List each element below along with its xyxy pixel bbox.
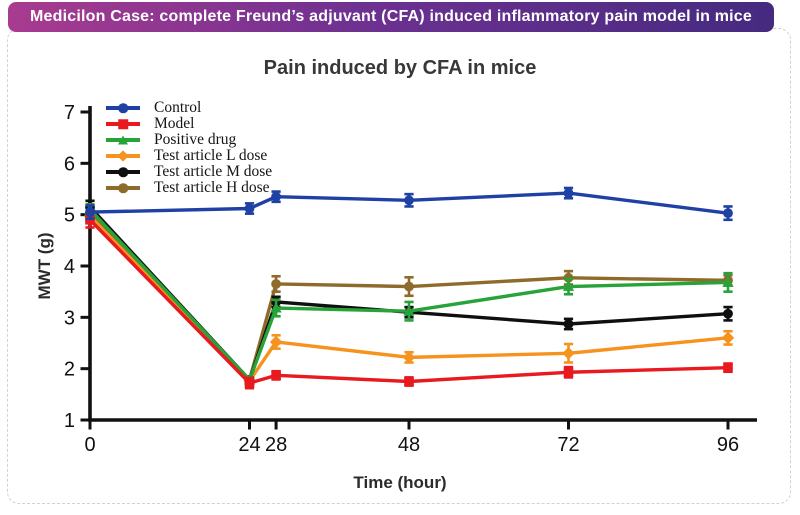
y-tick-label: 5 (64, 205, 75, 227)
circle-marker-icon (118, 167, 128, 177)
y-tick-label: 7 (64, 102, 75, 124)
series-test-article-l-dose (83, 209, 735, 388)
circle-marker-icon (118, 183, 128, 193)
square-marker-icon (118, 119, 128, 129)
legend-item-test-article-h-dose: Test article H dose (106, 180, 272, 196)
x-tick-label: 28 (265, 434, 287, 456)
series-line (89, 191, 729, 215)
legend-label: Test article M dose (154, 163, 273, 180)
data-point-square (271, 370, 281, 381)
legend-label: Control (154, 99, 202, 116)
chart-legend: Control Model Positive drug Test article L … (106, 100, 272, 196)
legend-item-model: Model (106, 116, 272, 132)
data-point-diamond (269, 335, 283, 349)
y-tick-label: 4 (64, 256, 75, 278)
legend-item-control: Control (106, 100, 272, 116)
legend-swatch (106, 100, 140, 116)
data-point-diamond (562, 347, 575, 360)
data-point-circle (404, 281, 414, 292)
y-tick-label: 2 (64, 359, 75, 381)
header-banner-text: Medicilon Case: complete Freund’s adjuva… (29, 8, 752, 25)
data-point-square (563, 367, 574, 378)
data-point-circle (723, 208, 733, 219)
data-point-triangle (722, 276, 734, 287)
data-point-triangle (562, 280, 575, 291)
triangle-marker-icon (118, 135, 128, 145)
x-tick-label: 72 (557, 434, 579, 456)
header-banner: Medicilon Case: complete Freund’s adjuva… (8, 2, 774, 32)
legend-swatch (106, 132, 140, 148)
y-tick-label: 6 (64, 153, 75, 175)
series-line (88, 208, 729, 382)
series-control (85, 186, 733, 222)
legend-item-test-article-l-dose: Test article L dose (106, 148, 272, 164)
data-point-triangle (403, 305, 415, 316)
data-point-circle (244, 203, 255, 214)
y-tick-label: 3 (64, 307, 75, 329)
x-tick-label: 0 (84, 434, 95, 456)
legend-item-positive-drug: Positive drug (106, 132, 272, 148)
legend-label: Test article L dose (154, 147, 268, 164)
data-point-triangle (270, 302, 282, 313)
x-axis-label: Time (hour) (353, 473, 447, 492)
circle-marker-icon (118, 103, 128, 113)
data-point-square (723, 362, 733, 373)
legend-swatch (106, 116, 140, 132)
data-point-circle (563, 319, 574, 329)
data-point-circle (404, 195, 414, 206)
data-point-circle (723, 308, 733, 319)
legend-item-test-article-m-dose: Test article M dose (106, 164, 272, 180)
diamond-marker-icon (117, 150, 129, 162)
y-axis-label: MWT (g) (35, 232, 54, 300)
data-point-square (244, 378, 255, 388)
data-point-diamond (721, 331, 735, 345)
y-tick-label: 1 (64, 410, 75, 432)
legend-swatch (106, 164, 140, 180)
x-tick-label: 48 (398, 434, 420, 456)
series-line (88, 218, 729, 385)
legend-label: Test article H dose (154, 179, 270, 196)
axes: 1 2 3 4 5 6 7 0 24 28 48 72 96 (64, 102, 757, 456)
legend-label: Positive drug (154, 131, 237, 148)
data-point-circle (271, 191, 281, 202)
data-point-circle (85, 207, 95, 218)
x-tick-label: 24 (238, 434, 260, 456)
data-point-square (404, 376, 414, 387)
legend-swatch (106, 148, 140, 164)
data-point-circle (271, 279, 281, 289)
legend-label: Model (154, 115, 195, 132)
chart-title: Pain induced by CFA in mice (263, 57, 537, 79)
legend-swatch (106, 180, 140, 196)
x-tick-label: 96 (717, 434, 739, 456)
data-point-diamond (402, 351, 416, 364)
data-point-circle (563, 188, 574, 199)
